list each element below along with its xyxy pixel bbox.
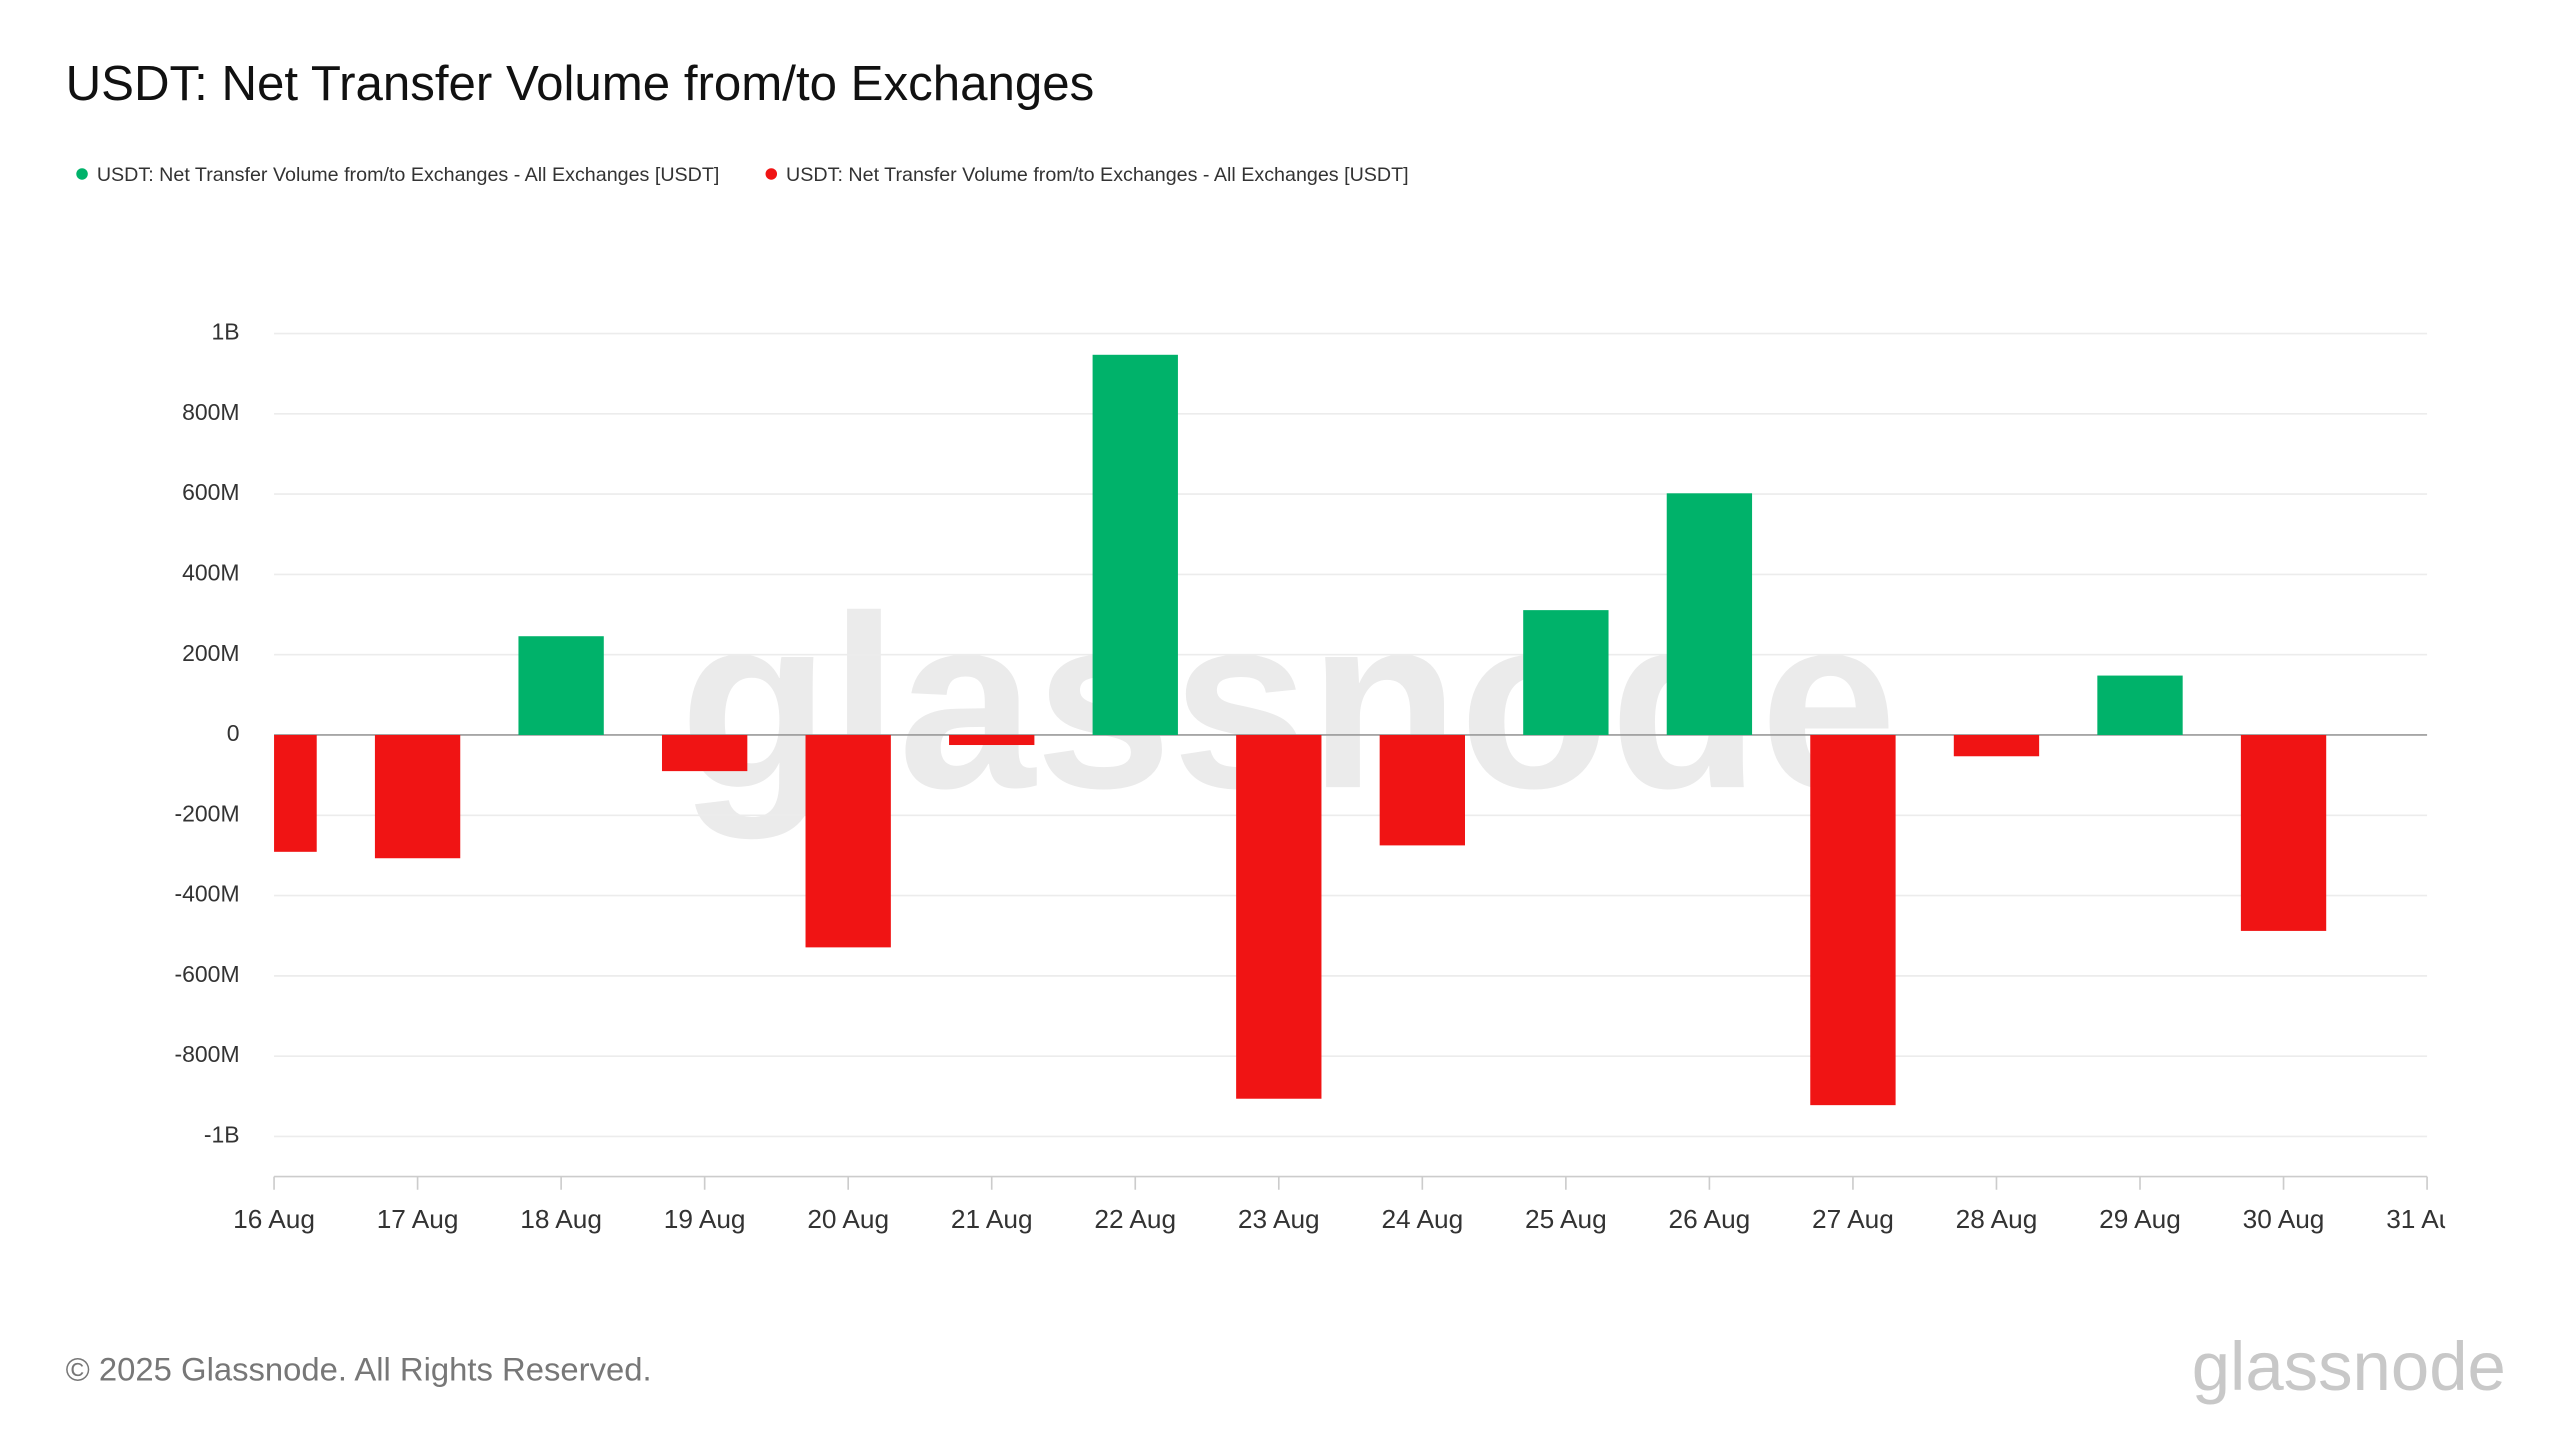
x-tick-label: 31 Aug (2386, 1204, 2468, 1234)
bar (1666, 493, 1753, 735)
x-tick-labels: 16 Aug 17 Aug 18 Aug 19 Aug 20 Aug 21 Aug 22 A… (233, 1204, 2468, 1234)
y-tick-label: -400M (174, 881, 239, 907)
grid (274, 332, 2428, 1138)
bar (805, 734, 891, 948)
bar (1953, 734, 2040, 757)
y-tick-label: -800M (174, 1041, 239, 1067)
y-tick-label: 200M (182, 640, 239, 666)
bar (1092, 354, 1178, 735)
y-tick-label: 800M (182, 399, 239, 425)
bar (2240, 734, 2327, 931)
y-tick-label: -1B (204, 1122, 240, 1148)
chart-title: USDT: Net Transfer Volume from/to Exchan… (66, 56, 1095, 111)
bar (2097, 675, 2183, 735)
legend-marker (76, 168, 88, 180)
footer: © 2025 Glassnode. All Rights Reserved. (66, 1351, 652, 1388)
bar (1379, 734, 1465, 846)
x-tick-label: 30 Aug (2243, 1204, 2325, 1234)
x-tick-label: 27 Aug (1812, 1204, 1894, 1234)
x-tick-label: 23 Aug (1238, 1204, 1320, 1234)
x-tick-label: 26 Aug (1669, 1204, 1751, 1234)
y-tick-label: -200M (174, 800, 239, 826)
legend-label: USDT: Net Transfer Volume from/to Exchan… (786, 164, 1409, 186)
x-tick-label: 29 Aug (2099, 1204, 2181, 1234)
y-tick-label: -600M (174, 961, 239, 987)
bar (518, 636, 604, 735)
bar (949, 734, 1035, 746)
x-tick-label: 17 Aug (377, 1204, 459, 1234)
legend-marker (765, 168, 778, 180)
legend: USDT: Net Transfer Volume from/to Exchan… (76, 164, 1409, 186)
y-tick-label: 0 (227, 720, 240, 746)
bar (1523, 610, 1609, 735)
bars (274, 354, 2327, 1106)
x-tick-label: 19 Aug (664, 1204, 746, 1234)
bar (1810, 734, 1896, 1106)
axes: -1B -800M -600M -400M -200M 0 200M 400M 600M 800M… (174, 319, 2468, 1234)
legend-label: USDT: Net Transfer Volume from/to Exchan… (97, 164, 720, 186)
x-tick-label: 16 Aug (233, 1204, 315, 1234)
bar (661, 734, 748, 772)
bar (274, 734, 317, 852)
y-tick-label: 600M (182, 479, 239, 505)
x-tick-label: 18 Aug (520, 1204, 602, 1234)
x-tick-label: 25 Aug (1525, 1204, 1607, 1234)
y-tick-label: 1B (211, 319, 239, 345)
logo: glassnode (2192, 1328, 2506, 1405)
x-tick-label: 22 Aug (1094, 1204, 1176, 1234)
bar (374, 734, 461, 859)
y-tick-label: 400M (182, 559, 239, 585)
x-tick-label: 21 Aug (951, 1204, 1033, 1234)
x-tick-label: 28 Aug (1956, 1204, 2038, 1234)
bar (1236, 734, 1322, 1099)
x-tick-label: 20 Aug (807, 1204, 889, 1234)
x-tick-label: 24 Aug (1381, 1204, 1463, 1234)
